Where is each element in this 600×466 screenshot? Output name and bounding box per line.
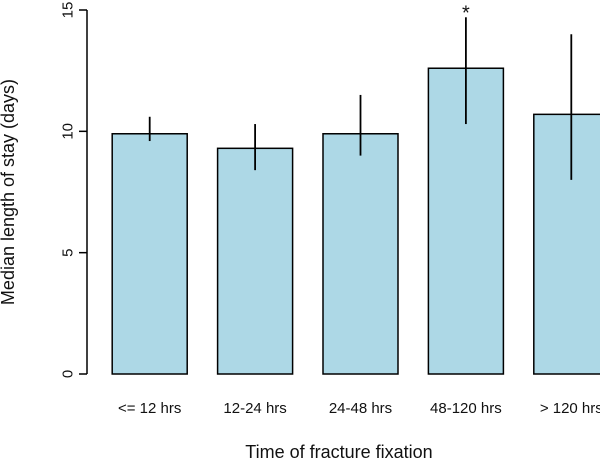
- bars: [111, 67, 600, 375]
- y-tick-label: 0: [59, 370, 76, 378]
- x-axis-title: Time of fracture fixation: [245, 442, 432, 461]
- bar: [322, 133, 399, 375]
- y-axis-title: Median length of stay (days): [0, 79, 18, 305]
- bar: [111, 133, 188, 375]
- x-tick-label: > 120 hrs: [540, 400, 600, 417]
- significance-marker: *: [462, 2, 470, 24]
- x-tick-label: 48-120 hrs: [430, 400, 502, 417]
- y-tick-label: 5: [59, 248, 76, 256]
- x-axis-labels: <= 12 hrs 12-24 hrs 24-48 hrs 48-120 hrs > 1…: [118, 400, 600, 417]
- bar: [533, 113, 600, 375]
- x-tick-label: 12-24 hrs: [223, 400, 286, 417]
- bar: [216, 147, 294, 375]
- error-bars: [148, 17, 573, 180]
- annotations: *: [462, 2, 470, 24]
- y-tick-label: 10: [59, 123, 76, 140]
- x-tick-label: <= 12 hrs: [118, 400, 181, 417]
- y-axis: 0 5 10 15: [59, 2, 88, 378]
- x-tick-label: 24-48 hrs: [329, 400, 392, 417]
- y-tick-label: 15: [59, 2, 76, 19]
